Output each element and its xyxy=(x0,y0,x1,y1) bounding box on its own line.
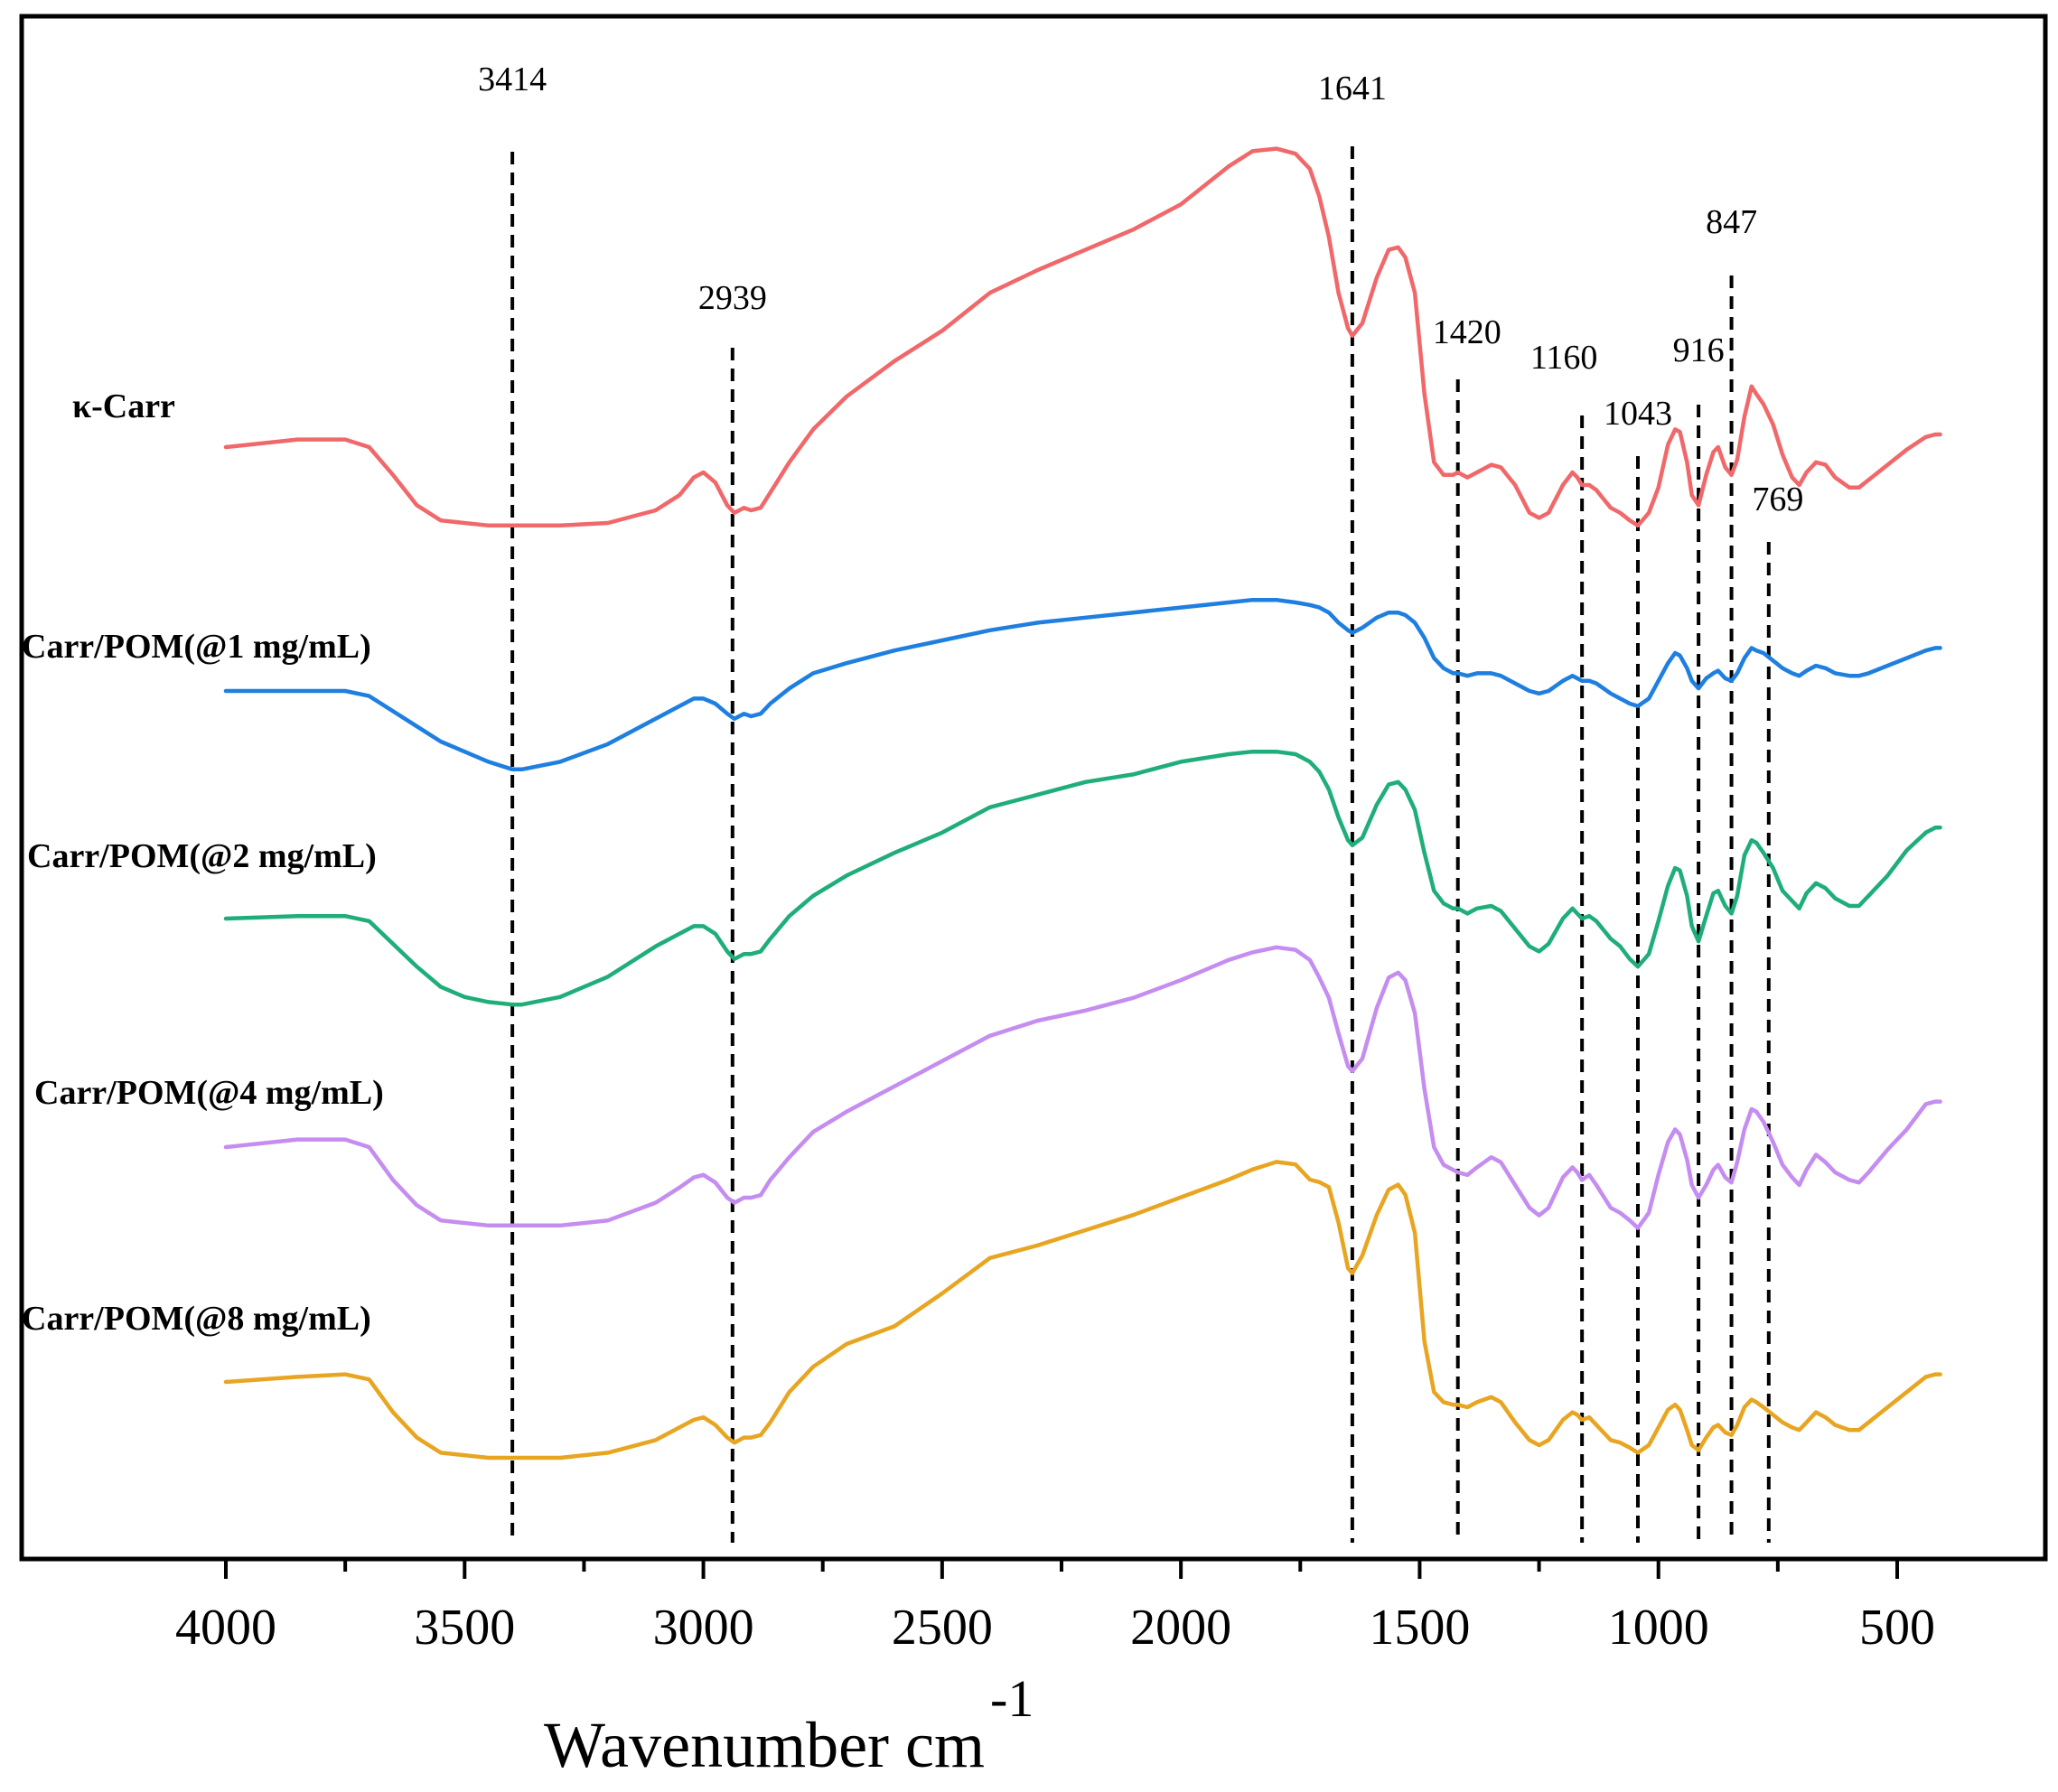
x-tick-label: 500 xyxy=(1859,1600,1935,1656)
peak-marker-label: 769 xyxy=(1752,481,1803,518)
series-line xyxy=(223,597,1942,772)
x-axis-title: Wavenumber cm -1 xyxy=(544,1669,1034,1781)
series-label: Carr/POM(@4 mg/mL) xyxy=(34,1074,384,1112)
x-tick-label: 3000 xyxy=(653,1600,754,1656)
x-tick-label: 2000 xyxy=(1130,1600,1231,1656)
x-tick-label: 2500 xyxy=(892,1600,993,1656)
x-axis-label-superscript: -1 xyxy=(990,1669,1034,1728)
series-layer: κ-Carr Carr/POM(@1 mg/mL) Carr/POM(@2 mg/m… xyxy=(22,146,1942,1461)
peak-marker-label: 1160 xyxy=(1530,339,1598,377)
series-label: Carr/POM(@1 mg/mL) xyxy=(22,628,371,666)
x-axis-label: Wavenumber cm xyxy=(544,1709,985,1781)
x-tick-label: 1000 xyxy=(1608,1600,1709,1656)
x-axis-ticks: 4000 3500 3000 2500 2000 1500 1000 500 xyxy=(175,1559,1935,1656)
x-tick-label: 3500 xyxy=(414,1600,515,1656)
series-line xyxy=(223,1160,1942,1461)
peak-marker-label: 1420 xyxy=(1433,313,1501,351)
series-label: Carr/POM(@2 mg/mL) xyxy=(27,837,377,875)
series-line xyxy=(223,146,1942,528)
series-line xyxy=(223,945,1942,1230)
peak-marker-label: 1043 xyxy=(1604,395,1672,433)
series-label: Carr/POM(@8 mg/mL) xyxy=(22,1300,371,1338)
peak-marker-label: 1641 xyxy=(1318,70,1387,107)
peak-marker-label: 3414 xyxy=(478,61,547,98)
series-label: κ-Carr xyxy=(72,387,175,425)
x-tick-label: 1500 xyxy=(1369,1600,1470,1656)
series-line xyxy=(223,749,1942,1007)
peak-marker-label: 2939 xyxy=(698,279,767,317)
peak-marker-label: 916 xyxy=(1673,331,1725,369)
peak-marker-label: 847 xyxy=(1706,203,1757,241)
x-tick-label: 4000 xyxy=(175,1600,276,1656)
plot-frame xyxy=(19,14,2048,1562)
